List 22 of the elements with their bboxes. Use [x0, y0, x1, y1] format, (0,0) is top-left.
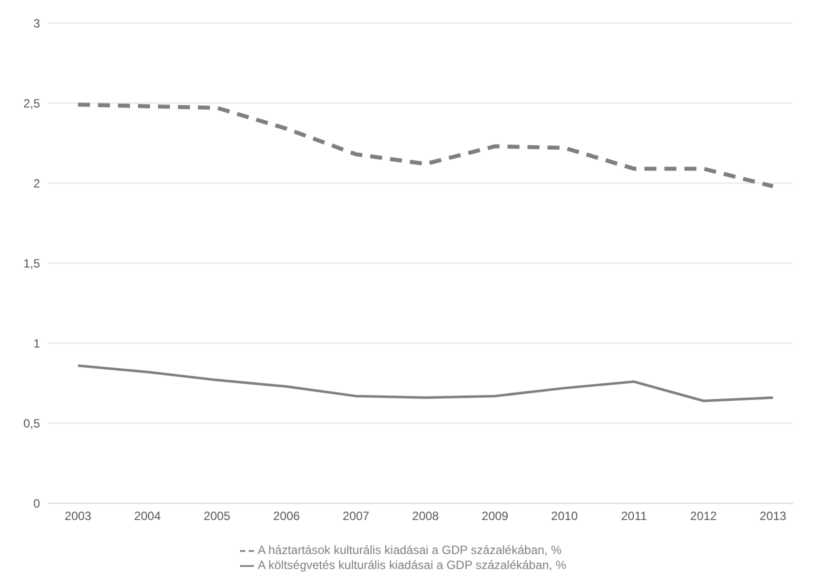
legend-label: A költségvetés kulturális kiadásai a GDP százalékában, %: [258, 558, 566, 572]
y-tick-label: 1,5: [23, 256, 40, 270]
legend-label: A háztartások kulturális kiadásai a GDP százalékában, %: [258, 543, 562, 558]
y-tick-label: 0: [33, 496, 40, 511]
x-tick-label: 2003: [64, 508, 92, 523]
y-tick-label: 0,5: [23, 416, 40, 431]
y-tick-label: 2,5: [23, 96, 40, 110]
x-tick-label: 2004: [134, 508, 162, 523]
line-series: [76, 364, 774, 402]
x-tick-label: 2008: [412, 508, 440, 523]
x-tick-label: 2011: [621, 508, 648, 523]
x-tick-label: 2006: [273, 508, 300, 523]
line-series: [76, 102, 775, 188]
x-tick-label: 2013: [760, 508, 787, 523]
x-tick-label: 2007: [342, 508, 370, 523]
x-tick-label: 2005: [204, 508, 231, 523]
x-tick-label: 2009: [482, 508, 509, 523]
y-tick-label: 2: [33, 176, 40, 190]
y-tick-label: 3: [33, 16, 40, 30]
x-tick-label: 2012: [690, 508, 718, 523]
y-tick-label: 1: [33, 336, 40, 350]
x-tick-label: 2010: [551, 508, 578, 523]
